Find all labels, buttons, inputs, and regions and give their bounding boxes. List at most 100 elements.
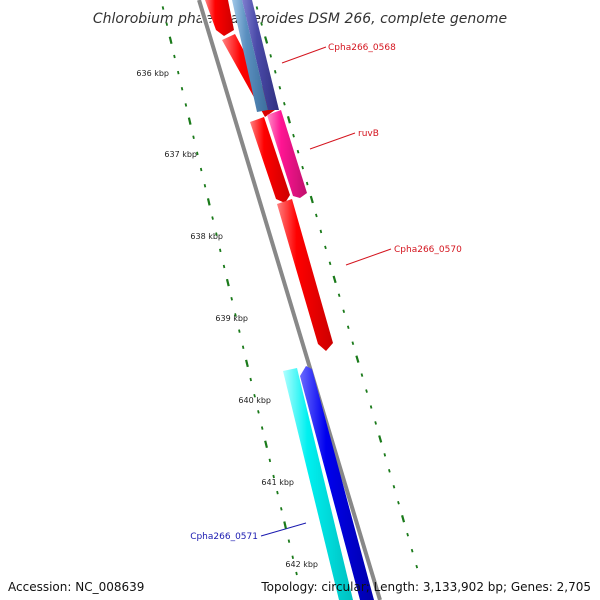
inner-track-minor-tick [287,539,291,543]
outer-track-minor-tick [292,133,295,138]
inner-track-major-tick [187,117,192,125]
pointer-cpha266-0570 [345,248,392,266]
cds-reverse-cpha266-0571 [283,368,353,600]
pointer-cpha266-0568 [281,46,327,64]
inner-track-major-tick [283,521,287,529]
kbp-label-641: 641 kbp [261,478,294,487]
outer-track-minor-tick [415,564,419,569]
outer-track-minor-tick [369,405,373,409]
inner-track-minor-tick [268,458,272,463]
outer-track-minor-tick [260,22,263,26]
outer-track-minor-tick [406,532,409,537]
inner-track-minor-tick [215,232,218,236]
outer-track-minor-tick [383,453,387,457]
inner-track-minor-tick [230,296,233,301]
cds-forward-upper [205,0,234,36]
outer-track-minor-tick [315,213,318,218]
inner-track-minor-tick [257,410,260,414]
inner-track-minor-tick [199,167,203,172]
genome-summary-text: Topology: circular; Length: 3,133,902 bp… [261,580,591,594]
outer-track-major-tick [355,355,360,363]
outer-track-major-tick [332,275,337,284]
outer-track-minor-tick [273,70,277,74]
outer-track-minor-tick [301,165,304,170]
outer-track-minor-tick [283,101,286,106]
inner-track-major-tick [264,440,268,448]
cds-forward-ruvb [250,117,290,203]
outer-track-minor-tick [342,309,346,314]
inner-track-minor-tick [180,87,184,91]
outer-track-minor-tick [269,54,272,58]
kbp-label-640: 640 kbp [238,396,271,405]
outer-track-minor-tick [337,293,341,298]
inner-track-minor-tick [161,6,165,10]
inner-track-minor-tick [173,54,176,59]
cds-forward-cpha266-0570 [277,199,333,351]
outer-track-major-tick [309,195,314,204]
tick-track-inner [161,6,298,576]
outer-track-minor-tick [278,86,282,90]
inner-track-minor-tick [295,571,298,576]
inner-track-major-tick [245,359,249,368]
inner-track-minor-tick [241,345,245,349]
outer-track-minor-tick [360,373,364,377]
inner-track-major-tick [168,36,173,45]
outer-track-major-tick [378,435,383,443]
inner-track-minor-tick [219,248,222,253]
outer-track-minor-tick [410,548,414,553]
gene-label-cpha266-0568: Cpha266_0568 [328,43,396,53]
pointer-cpha266-0571 [260,522,307,537]
inner-track-minor-tick [192,135,195,139]
inner-track-minor-tick [203,184,207,188]
accession-text: Accession: NC_008639 [8,580,145,594]
inner-track-major-tick [225,278,230,287]
outer-track-major-tick [264,36,269,44]
inner-track-minor-tick [249,377,252,382]
inner-track-minor-tick [280,507,283,511]
outer-track-major-tick [401,515,406,523]
inner-track-minor-tick [253,393,256,398]
inner-track-minor-tick [234,313,237,317]
inner-track-minor-tick [260,426,264,430]
kbp-label-637: 637 kbp [164,150,197,159]
kbp-label-636: 636 kbp [136,69,169,78]
inner-track-minor-tick [276,490,279,495]
cds-slate [242,0,279,110]
outer-track-minor-tick [324,245,327,250]
gene-label-cpha266-0571: Cpha266_0571 [190,532,258,542]
outer-track-minor-tick [346,325,350,329]
kbp-label-638: 638 kbp [190,232,223,241]
map-title: Chlorobium phaeobacteroides DSM 266, com… [93,11,507,27]
outer-track-minor-tick [296,149,300,154]
inner-track-minor-tick [222,264,226,269]
inner-track-minor-tick [184,103,188,107]
genome-backbone-line [197,0,382,600]
inner-track-major-tick [206,198,211,206]
outer-track-minor-tick [319,229,323,234]
cds-steel [232,0,268,112]
inner-track-minor-tick [177,70,180,75]
outer-track-minor-tick [397,500,400,505]
outer-track-minor-tick [374,421,377,425]
inner-track-minor-tick [165,22,169,26]
gene-label-cpha266-0570: Cpha266_0570 [394,245,462,255]
outer-track-minor-tick [328,261,332,266]
tick-track-outer [255,6,419,569]
outer-track-minor-tick [392,485,396,489]
kbp-label-642: 642 kbp [285,560,318,569]
outer-track-minor-tick [305,181,309,186]
outer-track-minor-tick [255,6,259,10]
outer-track-minor-tick [388,469,391,473]
inner-track-minor-tick [196,151,199,156]
cds-magenta [267,110,307,198]
outer-track-major-tick [286,116,291,124]
inner-track-minor-tick [291,555,294,559]
gene-label-ruvb: ruvB [358,129,379,139]
outer-track-minor-tick [351,341,355,345]
pointer-ruvb [309,132,356,150]
cds-reverse-blue [300,366,374,600]
inner-track-minor-tick [211,216,214,220]
inner-track-minor-tick [272,474,275,479]
inner-track-minor-tick [238,329,241,333]
